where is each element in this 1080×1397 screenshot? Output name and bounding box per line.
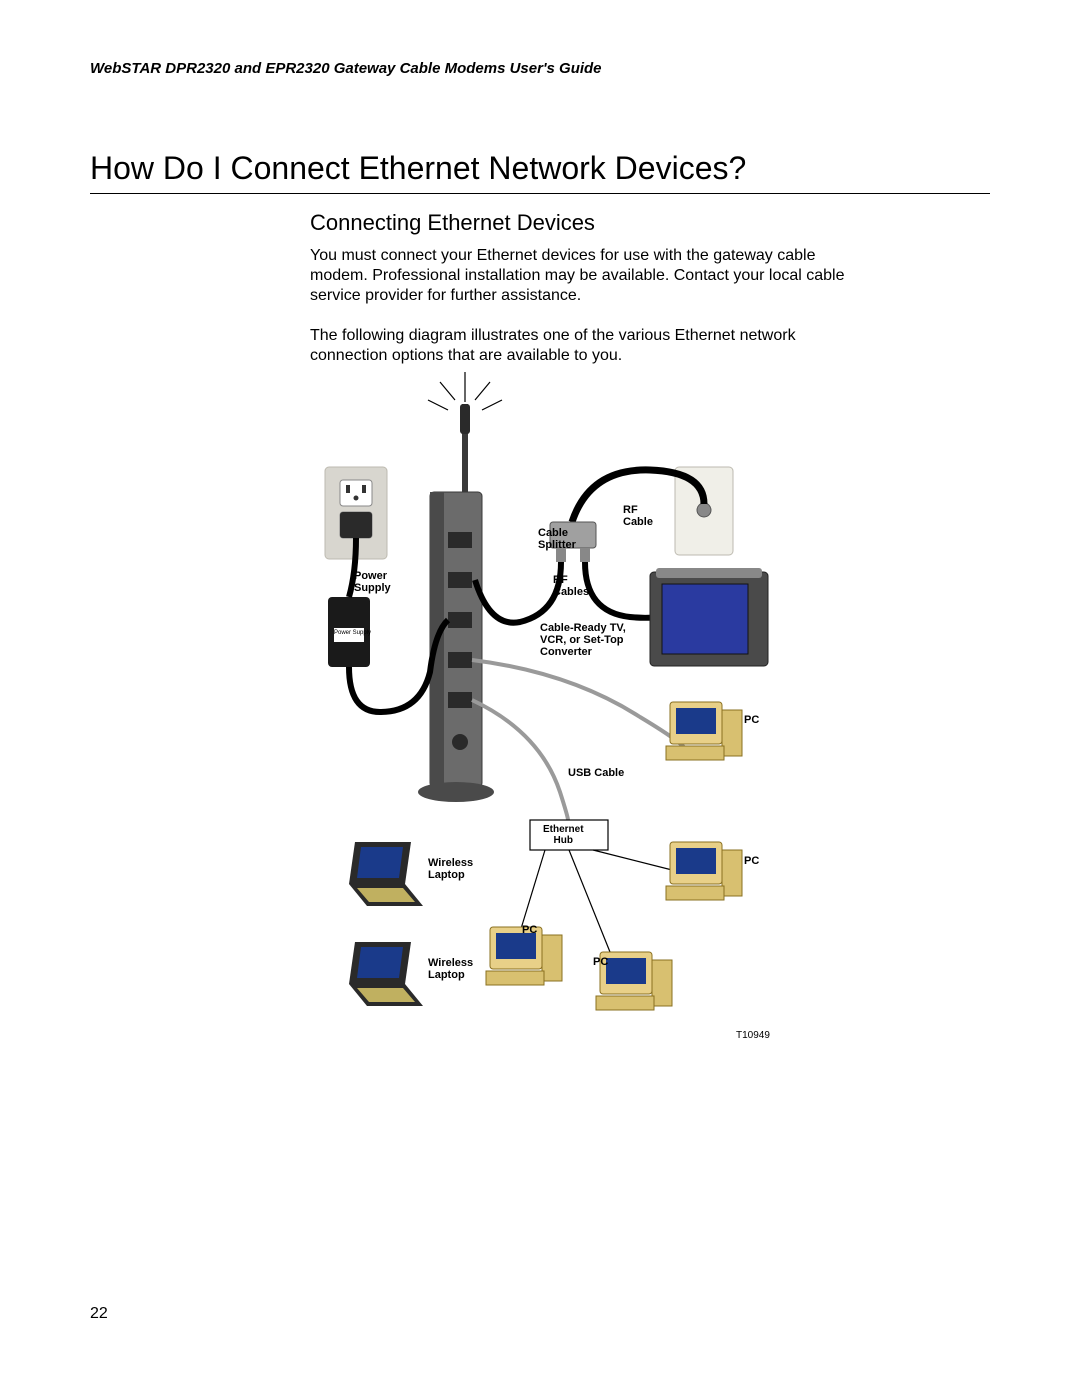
laptop-icon-2	[349, 942, 423, 1006]
hub-line-3	[593, 850, 680, 872]
diagram-ref: T10949	[736, 1030, 770, 1041]
label-rf-cable: RF Cable	[623, 504, 653, 528]
label-wireless-laptop-1: Wireless Laptop	[428, 857, 473, 881]
paragraph-1: You must connect your Ethernet devices f…	[310, 246, 850, 306]
label-cable-splitter: Cable Splitter	[538, 527, 576, 551]
hub-line-2	[569, 850, 610, 952]
ethernet-cable-main	[472, 700, 568, 820]
page-number: 22	[90, 1305, 108, 1323]
section-subtitle: Connecting Ethernet Devices	[310, 210, 595, 236]
label-rf-cables: RF Cables	[553, 574, 589, 598]
usb-cable	[472, 660, 686, 752]
label-usb-cable: USB Cable	[568, 767, 624, 779]
pc-icon-2	[666, 842, 742, 900]
rf-cable-modem	[475, 562, 561, 623]
label-ethernet-hub: Ethernet Hub	[543, 824, 584, 846]
hub-line-1	[520, 850, 545, 932]
label-power-supply-box: Power Supply	[334, 630, 371, 637]
pc-icon-1	[666, 702, 742, 760]
tv-icon	[650, 568, 768, 666]
page-title: How Do I Connect Ethernet Network Device…	[90, 150, 990, 194]
label-pc-1: PC	[744, 714, 759, 726]
connection-diagram: RF Cable Cable Splitter Power Supply Pow…	[310, 372, 790, 1062]
coax-wall-plate-icon	[675, 467, 733, 555]
label-power-supply: Power Supply	[354, 570, 391, 594]
page-header: WebSTAR DPR2320 and EPR2320 Gateway Cabl…	[90, 60, 602, 77]
label-pc-3: PC	[522, 924, 537, 936]
laptop-icon-1	[349, 842, 423, 906]
label-pc-4: PC	[593, 956, 608, 968]
paragraph-2: The following diagram illustrates one of…	[310, 326, 850, 366]
label-pc-2: PC	[744, 855, 759, 867]
label-cable-ready: Cable-Ready TV, VCR, or Set-Top Converte…	[540, 622, 626, 658]
label-wireless-laptop-2: Wireless Laptop	[428, 957, 473, 981]
